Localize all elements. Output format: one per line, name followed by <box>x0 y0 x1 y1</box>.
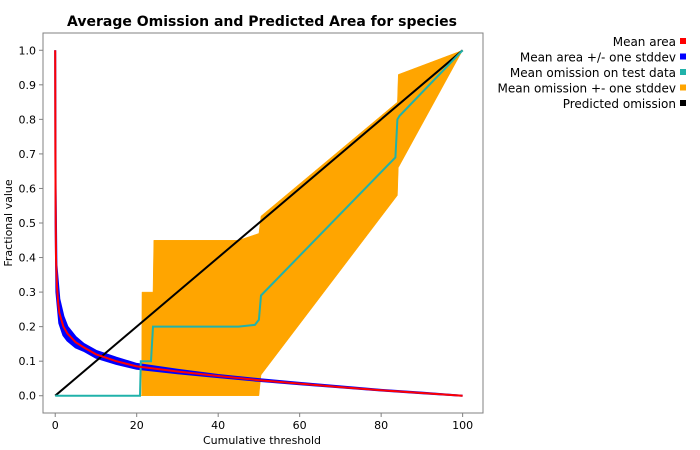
legend-swatch <box>680 53 686 60</box>
y-tick-label: 0.3 <box>19 286 37 299</box>
series-predicted-omission <box>54 49 464 397</box>
y-tick-label: 0.4 <box>19 252 37 265</box>
y-axis-ticks: 0.0 0.1 0.2 0.3 0.4 0.5 0.6 0.7 0.8 0.9 1.0 <box>19 44 43 403</box>
legend-swatch <box>680 100 686 106</box>
y-tick-label: 0.2 <box>19 321 37 334</box>
legend-swatch <box>680 69 686 75</box>
legend-label: Predicted omission <box>563 97 676 111</box>
x-tick-label: 60 <box>293 419 307 432</box>
series-layer <box>54 49 464 397</box>
legend-item-predicted-omission: Predicted omission <box>563 97 686 111</box>
x-axis-label: Cumulative threshold <box>203 434 321 447</box>
y-tick-label: 0.5 <box>19 217 37 230</box>
legend-swatch <box>680 84 686 91</box>
legend-label: Mean area +/- one stddev <box>520 51 676 65</box>
y-axis-label: Fractional value <box>2 179 15 266</box>
legend-swatch <box>680 38 686 44</box>
y-tick-label: 0.0 <box>19 390 37 403</box>
y-tick-label: 0.9 <box>19 79 37 92</box>
x-tick-label: 40 <box>211 419 225 432</box>
legend-item-mean-omission-one-stddev: Mean omission +- one stddev <box>498 82 686 96</box>
legend-item-mean-omission-on-test-data: Mean omission on test data <box>510 66 686 80</box>
x-tick-label: 100 <box>452 419 473 432</box>
legend-label: Mean area <box>613 35 676 49</box>
x-tick-label: 0 <box>52 419 59 432</box>
series-mean-area <box>54 50 463 397</box>
legend-item-mean-area: Mean area <box>613 35 686 49</box>
legend-item-mean-area-one-stddev: Mean area +/- one stddev <box>520 51 686 65</box>
series-mean-omission-on-test-data <box>55 49 464 397</box>
y-tick-label: 0.6 <box>19 182 37 195</box>
y-tick-label: 0.1 <box>19 355 37 368</box>
y-tick-label: 0.8 <box>19 113 37 126</box>
chart-title: Average Omission and Predicted Area for … <box>67 14 457 30</box>
x-axis-ticks: 0 20 40 60 80 100 <box>52 413 473 432</box>
x-tick-label: 80 <box>374 419 388 432</box>
x-tick-label: 20 <box>130 419 144 432</box>
legend-label: Mean omission on test data <box>510 66 676 80</box>
y-tick-label: 0.7 <box>19 148 37 161</box>
y-tick-label: 1.0 <box>19 44 37 57</box>
legend-label: Mean omission +- one stddev <box>498 82 677 96</box>
